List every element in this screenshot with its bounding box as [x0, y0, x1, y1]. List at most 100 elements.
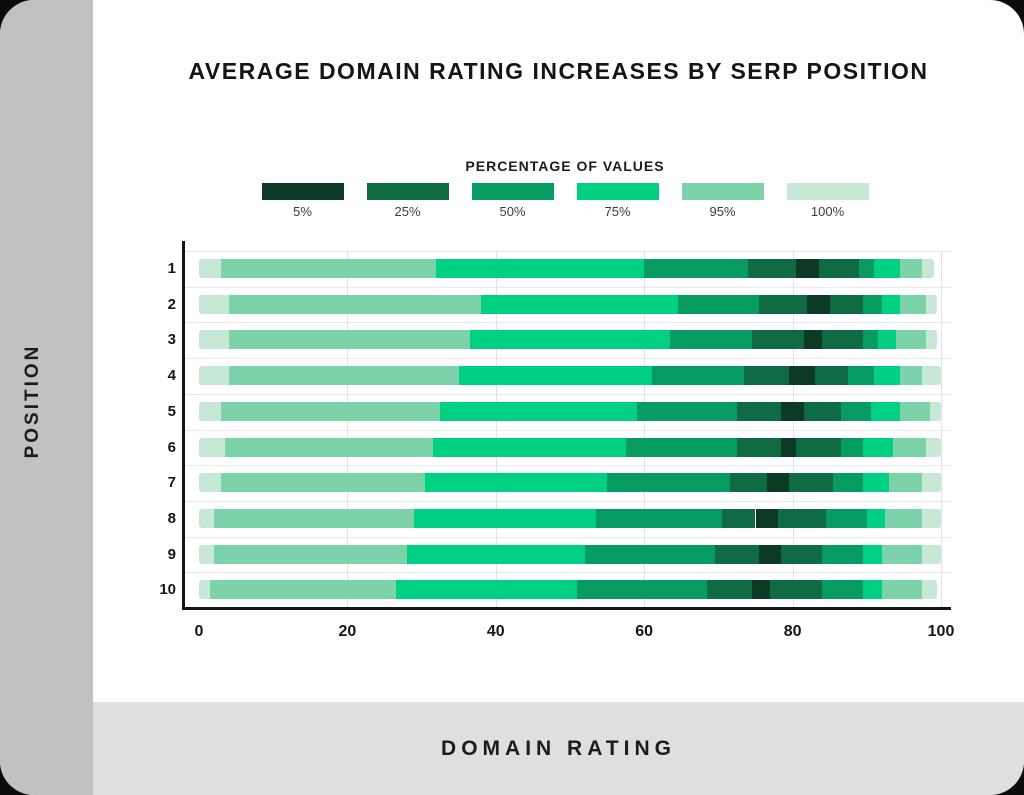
- bar-segment-95%: [213, 508, 415, 528]
- bar-segment-100%: [922, 580, 938, 600]
- legend-title: PERCENTAGE OF VALUES: [465, 158, 665, 174]
- v-gridline: [347, 251, 349, 608]
- x-tick-label: 40: [486, 623, 505, 640]
- bar-segment-75%: [863, 580, 882, 600]
- legend-item-5pct: 5%: [261, 183, 344, 219]
- bar-segment-75%: [863, 544, 882, 564]
- bar-row-position-4: [0, 366, 1024, 386]
- legend-swatch-5pct: [261, 183, 344, 200]
- legend-items: 5% 25% 50% 75% 95% 100%: [250, 183, 880, 219]
- bar-row-position-6: [0, 437, 1024, 457]
- bar-segment-50%: [644, 259, 749, 278]
- legend-item-95pct: 95%: [681, 183, 764, 219]
- bar-segment-50%: [840, 437, 864, 457]
- bar-segment-50%: [863, 294, 882, 314]
- bar-segment-100%: [199, 366, 229, 386]
- x-tick-label: 0: [194, 623, 204, 640]
- bar-segment-95%: [900, 366, 923, 386]
- bar-row-position-1: [0, 259, 1024, 278]
- legend-swatch-95pct: [681, 183, 764, 200]
- bar-segment-100%: [926, 330, 938, 350]
- left-axis-strip: POSITION: [0, 0, 93, 795]
- bar-segment-95%: [900, 294, 927, 314]
- bar-segment-75%: [870, 401, 901, 421]
- bar-row-position-3: [0, 330, 1024, 350]
- bar-segment-95%: [896, 330, 927, 350]
- h-gridline: [185, 536, 951, 538]
- h-gridline: [185, 572, 951, 574]
- bar-segment-25%: [796, 437, 841, 457]
- bar-segment-25%: [751, 330, 804, 350]
- legend-item-25pct: 25%: [366, 183, 449, 219]
- bar-segment-75%: [881, 294, 901, 314]
- bar-segment-75%: [877, 330, 897, 350]
- bar-segment-100%: [926, 294, 938, 314]
- bar-segment-95%: [221, 401, 441, 421]
- bar-segment-100%: [199, 294, 229, 314]
- y-tick-label: 5: [167, 402, 176, 420]
- bar-segment-50%: [625, 437, 737, 457]
- bar-segment-50%: [651, 366, 745, 386]
- v-gridline: [495, 251, 497, 608]
- bar-segment-50%: [595, 508, 723, 528]
- bar-segment-50%: [863, 330, 878, 350]
- bar-segment-95%: [900, 401, 930, 421]
- bar-row-position-8: [0, 508, 1024, 528]
- y-tick-label: 9: [167, 545, 176, 563]
- bar-segment-95%: [210, 580, 396, 600]
- bar-segment-75%: [395, 580, 578, 600]
- legend-swatch-100pct: [786, 183, 869, 200]
- bar-segment-5%: [766, 473, 789, 493]
- bar-segment-100%: [922, 259, 934, 278]
- bar-segment-25%: [722, 508, 756, 528]
- bar-segment-50%: [840, 401, 871, 421]
- bar-segment-75%: [480, 294, 678, 314]
- v-gridline: [941, 251, 942, 608]
- legend-label: 75%: [604, 204, 631, 219]
- bar-segment-95%: [228, 366, 459, 386]
- bar-segment-50%: [636, 401, 737, 421]
- bar-segment-100%: [199, 330, 229, 350]
- legend-swatch-75pct: [576, 183, 659, 200]
- bar-segment-50%: [822, 544, 864, 564]
- legend-label: 100%: [810, 204, 845, 219]
- x-tick-label: 100: [927, 623, 955, 640]
- bar-segment-100%: [926, 437, 941, 457]
- bar-segment-25%: [736, 437, 782, 457]
- bar-segment-95%: [885, 508, 923, 528]
- bar-row-position-9: [0, 544, 1024, 564]
- bar-row-position-10: [0, 580, 1024, 600]
- bar-segment-25%: [777, 508, 826, 528]
- v-gridline: [792, 251, 794, 608]
- bar-segment-75%: [432, 437, 626, 457]
- bar-segment-75%: [414, 508, 596, 528]
- y-tick-label: 2: [167, 295, 176, 313]
- y-tick-label: 10: [159, 581, 176, 599]
- x-tick-label: 80: [783, 623, 802, 640]
- bar-segment-95%: [889, 473, 923, 493]
- v-gridline: [644, 251, 646, 608]
- bar-segment-5%: [781, 437, 797, 457]
- bar-segment-75%: [874, 259, 901, 278]
- h-gridline: [185, 500, 951, 502]
- bar-segment-25%: [729, 473, 767, 493]
- y-tick-label: 7: [167, 474, 176, 492]
- y-tick-label: 8: [167, 509, 176, 527]
- y-axis-title: POSITION: [22, 343, 43, 459]
- bar-segment-75%: [458, 366, 652, 386]
- y-tick-label: 4: [167, 367, 176, 385]
- legend-item-75pct: 75%: [576, 183, 659, 219]
- h-gridline: [185, 358, 951, 360]
- bar-segment-5%: [788, 366, 815, 386]
- x-axis-line: [181, 606, 951, 610]
- bar-segment-50%: [607, 473, 730, 493]
- bar-segment-5%: [807, 294, 830, 314]
- bar-row-position-5: [0, 401, 1024, 421]
- bar-row-position-7: [0, 473, 1024, 493]
- bar-segment-100%: [929, 401, 941, 421]
- x-axis-title: DOMAIN RATING: [441, 736, 676, 760]
- bar-segment-25%: [714, 544, 760, 564]
- bar-segment-100%: [922, 366, 941, 386]
- h-gridline: [185, 251, 951, 252]
